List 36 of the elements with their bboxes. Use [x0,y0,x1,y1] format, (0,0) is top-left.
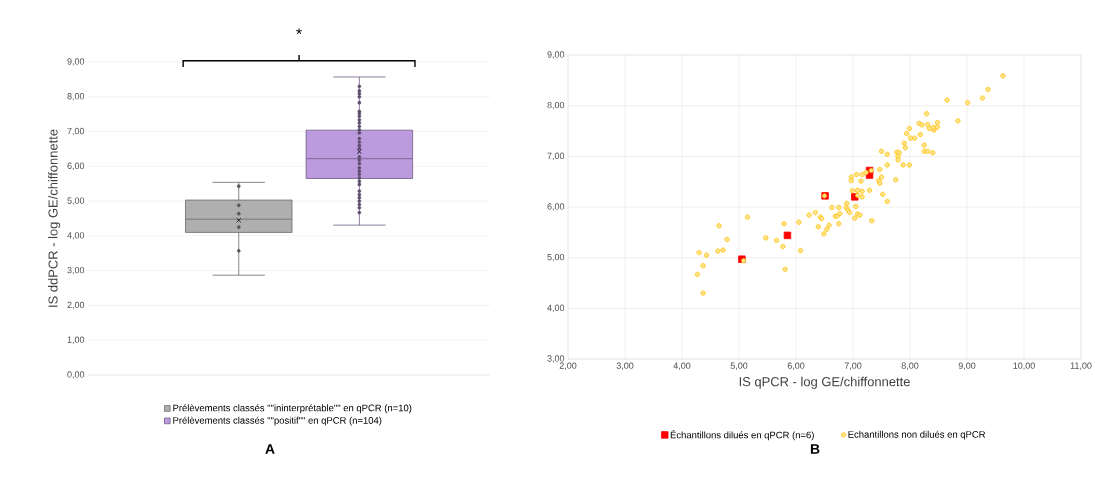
x-tick-label: 3,00 [616,362,634,370]
x-axis-title: IS qPCR - log GE/chiffonnette [739,376,910,389]
text: A [265,444,275,454]
legend-label: Échantillons dilués en qPCR (n=6) [670,430,814,441]
y-tick-label: 5,00 [547,253,565,262]
y-tick-label: 2,00 [67,301,85,310]
x-tick-label: 5,00 [730,362,748,370]
x-tick-label: 8,00 [901,362,919,370]
y-tick-label: 9,00 [67,58,85,66]
y-tick-label: 3,00 [67,266,85,275]
legend-label: Prélèvements classés ""ininterprétable"" en qPCR (n=10) [173,404,412,414]
x-tick-label: 4,00 [673,362,691,370]
x-tick-label: 10,00 [1013,362,1035,370]
y-tick-label: 8,00 [67,93,85,101]
legend-label: Prélèvements classés ""positif"" en qPCR (n=104) [173,416,382,426]
y-tick-label: 8,00 [547,101,565,110]
y-tick-label: 5,00 [67,197,85,205]
text: B [810,444,820,454]
y-tick-label: 3,00 [547,355,565,363]
y-tick-label: 4,00 [67,232,85,240]
y-tick-label: 1,00 [67,336,85,344]
text: * [296,28,302,34]
legend-label: Echantillons non dilués en qPCR [848,430,986,440]
y-tick-label: 0,00 [67,371,85,379]
x-tick-label: 7,00 [844,362,862,370]
y-tick-label: 4,00 [547,304,565,313]
y-tick-label: 7,00 [67,127,85,136]
y-axis-title: IS ddPCR - log GE/chiffonnette [48,129,61,307]
x-tick-label: 9,00 [958,362,976,370]
x-tick-label: 2,00 [559,362,577,370]
y-tick-label: 7,00 [547,152,565,161]
y-tick-label: 6,00 [547,203,565,211]
x-tick-label: 6,00 [787,362,805,370]
x-tick-label: 11,00 [1070,362,1092,370]
y-tick-label: 9,00 [547,51,565,59]
y-tick-label: 6,00 [67,162,85,171]
